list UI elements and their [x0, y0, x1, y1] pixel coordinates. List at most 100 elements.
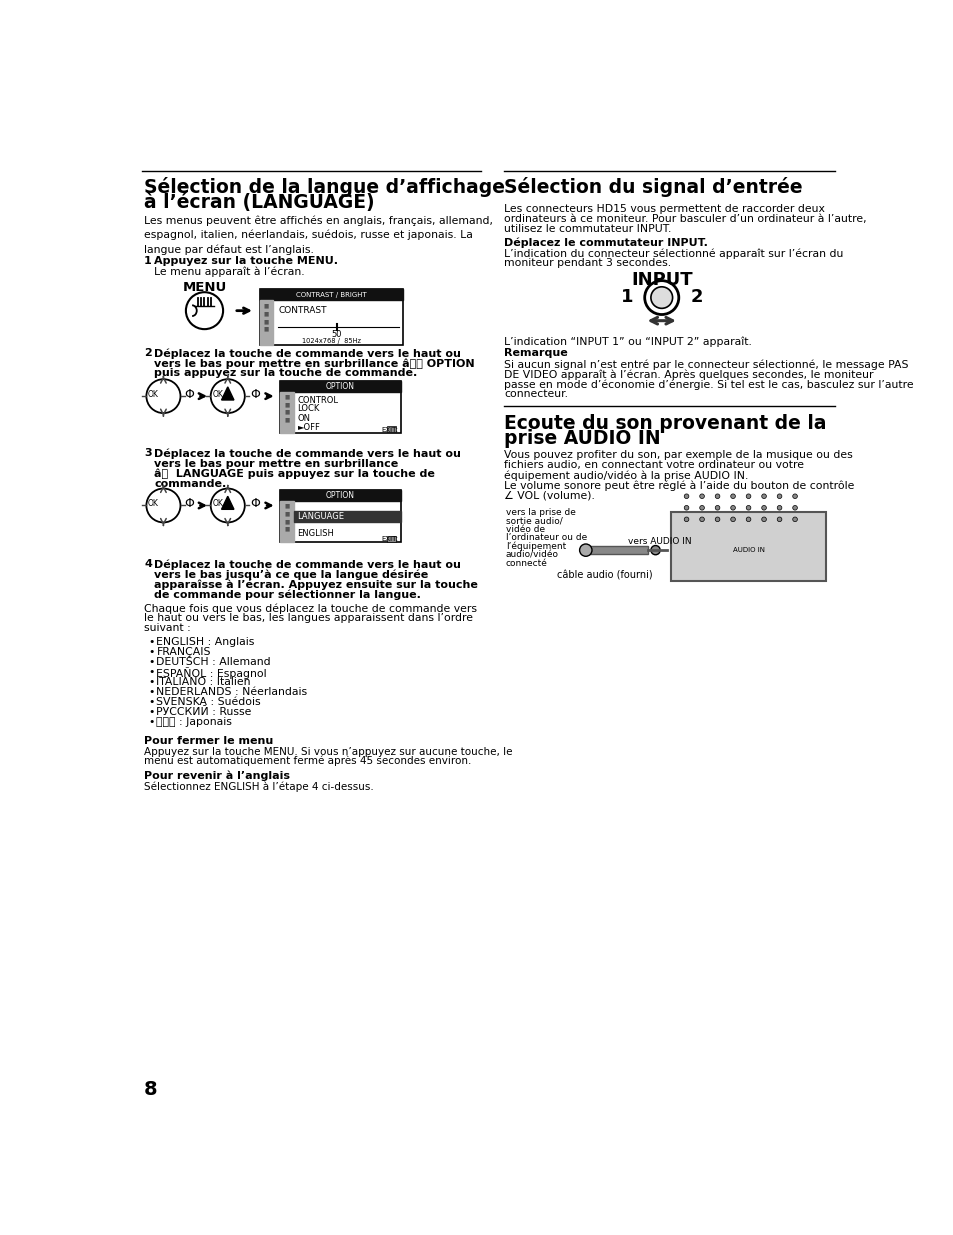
Bar — [280, 490, 400, 501]
Text: équipement audio/vidéo à la prise AUDIO IN.: équipement audio/vidéo à la prise AUDIO … — [504, 471, 748, 480]
Bar — [670, 511, 825, 580]
Text: OK: OK — [148, 390, 158, 399]
Text: РУССКИЙ : Russe: РУССКИЙ : Russe — [156, 708, 252, 718]
Text: Le volume sonore peut être réglé à l’aide du bouton de contrôle: Le volume sonore peut être réglé à l’aid… — [504, 480, 854, 490]
Bar — [280, 391, 294, 433]
Text: ■: ■ — [284, 511, 290, 516]
Circle shape — [792, 494, 797, 499]
Text: ■: ■ — [264, 304, 269, 309]
Text: •: • — [149, 647, 155, 657]
Text: ■: ■ — [284, 410, 290, 415]
Text: puis appuyez sur la touche de commande.: puis appuyez sur la touche de commande. — [154, 368, 417, 378]
Text: commande.: commande. — [154, 478, 226, 489]
Text: ESPAÑOL : Espagnol: ESPAÑOL : Espagnol — [156, 667, 267, 679]
Text: 3: 3 — [144, 448, 152, 458]
Text: L’indication “INPUT 1” ou “INPUT 2” apparaît.: L’indication “INPUT 1” ou “INPUT 2” appa… — [504, 336, 752, 347]
Bar — [259, 300, 274, 345]
Text: à l’écran (LANGUAGE): à l’écran (LANGUAGE) — [144, 193, 375, 212]
Text: 50: 50 — [332, 330, 342, 340]
Text: •: • — [149, 718, 155, 727]
Text: OPTION: OPTION — [326, 492, 355, 500]
Text: Pour revenir à l’anglais: Pour revenir à l’anglais — [144, 771, 290, 781]
Circle shape — [745, 494, 750, 499]
Circle shape — [699, 494, 703, 499]
Circle shape — [650, 546, 659, 555]
Text: •: • — [149, 667, 155, 677]
Circle shape — [715, 517, 720, 521]
Text: 2: 2 — [144, 348, 152, 358]
Text: Φ: Φ — [184, 498, 193, 510]
Text: CONTROL: CONTROL — [297, 396, 338, 405]
Text: EXIT:: EXIT: — [381, 536, 397, 542]
Text: AUDIO IN: AUDIO IN — [732, 547, 763, 553]
Bar — [259, 289, 402, 345]
Text: vers le bas pour mettre en surbrillance â OPTION: vers le bas pour mettre en surbrillance … — [154, 358, 475, 369]
Text: •: • — [149, 657, 155, 667]
Text: Déplacez la touche de commande vers le haut ou: Déplacez la touche de commande vers le h… — [154, 448, 460, 459]
Circle shape — [760, 494, 765, 499]
Circle shape — [730, 494, 735, 499]
Polygon shape — [221, 496, 233, 509]
Text: Appuyez sur la touche MENU. Si vous n’appuyez sur aucune touche, le: Appuyez sur la touche MENU. Si vous n’ap… — [144, 747, 512, 757]
Text: 1: 1 — [144, 256, 152, 266]
Text: vers le bas pour mettre en surbrillance: vers le bas pour mettre en surbrillance — [154, 458, 398, 468]
Text: OK: OK — [212, 499, 223, 509]
Circle shape — [683, 494, 688, 499]
Text: LOCK: LOCK — [297, 404, 319, 412]
Circle shape — [683, 505, 688, 510]
Text: ■: ■ — [284, 394, 290, 399]
Text: 4: 4 — [144, 559, 152, 569]
Text: fichiers audio, en connectant votre ordinateur ou votre: fichiers audio, en connectant votre ordi… — [504, 461, 803, 471]
Text: Chaque fois que vous déplacez la touche de commande vers: Chaque fois que vous déplacez la touche … — [144, 603, 476, 614]
Text: Appuyez sur la touche MENU.: Appuyez sur la touche MENU. — [154, 256, 337, 266]
Text: •: • — [149, 677, 155, 687]
Text: de commande pour sélectionner la langue.: de commande pour sélectionner la langue. — [154, 589, 420, 600]
Text: Sélection du signal d’entrée: Sélection du signal d’entrée — [504, 178, 802, 198]
Text: •: • — [149, 637, 155, 647]
Text: moniteur pendant 3 secondes.: moniteur pendant 3 secondes. — [504, 258, 671, 268]
Text: ∠ VOL (volume).: ∠ VOL (volume). — [504, 490, 595, 500]
Bar — [280, 490, 400, 542]
Text: Ecoute du son provenant de la: Ecoute du son provenant de la — [504, 414, 826, 432]
Text: ■: ■ — [264, 311, 269, 316]
Text: suivant :: suivant : — [144, 624, 191, 634]
Circle shape — [760, 505, 765, 510]
Circle shape — [683, 517, 688, 521]
Text: passe en mode d’économie d’énergie. Si tel est le cas, basculez sur l’autre: passe en mode d’économie d’énergie. Si t… — [504, 379, 913, 390]
Text: connecté: connecté — [505, 558, 547, 568]
Text: Φ: Φ — [250, 388, 259, 401]
Text: vers AUDIO IN: vers AUDIO IN — [628, 537, 691, 546]
Text: NEDERLANDS : Néerlandais: NEDERLANDS : Néerlandais — [156, 687, 307, 698]
Text: connecteur.: connecteur. — [504, 389, 568, 399]
Bar — [386, 426, 395, 432]
Text: OPTION: OPTION — [326, 382, 355, 390]
Text: SVENSKA : Suédois: SVENSKA : Suédois — [156, 698, 261, 708]
Text: prise AUDIO IN: prise AUDIO IN — [504, 430, 660, 448]
Text: ITALIANO : Italien: ITALIANO : Italien — [156, 677, 251, 687]
Text: câble audio (fourni): câble audio (fourni) — [557, 571, 652, 580]
Bar — [585, 546, 647, 555]
Bar — [280, 501, 294, 542]
Text: CONTRAST / BRIGHT: CONTRAST / BRIGHT — [295, 291, 366, 298]
Text: OK: OK — [148, 499, 158, 509]
Text: Déplacez la touche de commande vers le haut ou: Déplacez la touche de commande vers le h… — [154, 559, 460, 569]
Text: Pour fermer le menu: Pour fermer le menu — [144, 736, 273, 746]
Text: utilisez le commutateur INPUT.: utilisez le commutateur INPUT. — [504, 224, 671, 233]
Text: ON: ON — [297, 414, 310, 422]
Text: Déplacez la touche de commande vers le haut ou: Déplacez la touche de commande vers le h… — [154, 348, 460, 359]
Text: â  LANGUAGE puis appuyez sur la touche de: â LANGUAGE puis appuyez sur la touche d… — [154, 468, 435, 479]
Circle shape — [579, 543, 592, 556]
Text: DE VIDEO apparaît à l’écran. Après quelques secondes, le moniteur: DE VIDEO apparaît à l’écran. Après quelq… — [504, 369, 873, 379]
Circle shape — [644, 280, 679, 315]
Text: CONTRAST: CONTRAST — [278, 306, 326, 315]
Text: ENGLISH: ENGLISH — [297, 529, 334, 537]
Circle shape — [760, 517, 765, 521]
Text: Φ: Φ — [250, 498, 259, 510]
Text: ■: ■ — [284, 519, 290, 524]
Polygon shape — [221, 387, 233, 400]
Circle shape — [730, 517, 735, 521]
Circle shape — [715, 505, 720, 510]
Text: Φ: Φ — [184, 388, 193, 401]
Text: le haut ou vers le bas, les langues apparaissent dans l’ordre: le haut ou vers le bas, les langues appa… — [144, 614, 473, 624]
Text: Remarque: Remarque — [504, 348, 568, 358]
